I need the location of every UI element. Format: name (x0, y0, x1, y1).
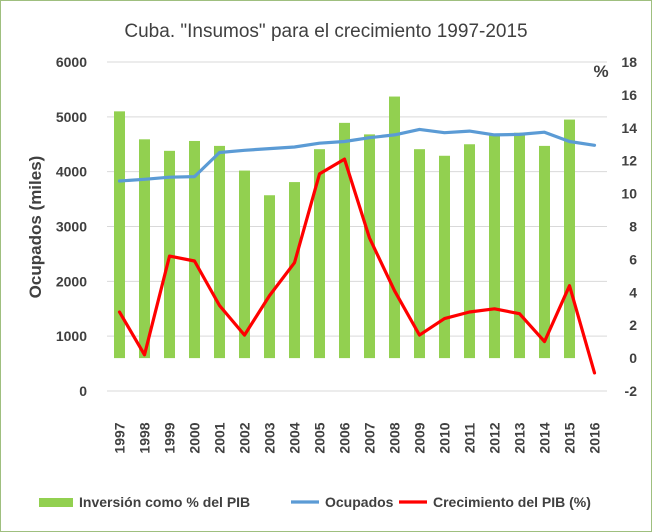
bar-2009 (414, 149, 425, 359)
x-tick-label: 1998 (137, 422, 153, 453)
right-axis-ticks: -2 0 2 4 6 8 10 12 14 16 18 (621, 54, 637, 399)
left-axis-ticks: 0 1000 2000 3000 4000 5000 6000 (56, 54, 87, 399)
x-tick-label: 2016 (587, 422, 603, 453)
bar-2001 (214, 145, 225, 359)
right-tick-label: 4 (629, 284, 637, 300)
left-tick-label: 3000 (56, 219, 87, 235)
bar-series (114, 96, 575, 359)
left-tick-label: 6000 (56, 54, 87, 70)
left-tick-label: 4000 (56, 164, 87, 180)
bar-2014 (539, 145, 550, 359)
x-tick-label: 1999 (162, 422, 178, 453)
right-tick-label: -2 (625, 383, 638, 399)
line-crecimiento (117, 157, 597, 375)
line-ocupados (117, 127, 597, 183)
left-tick-label: 2000 (56, 273, 87, 289)
x-tick-label: 2014 (537, 422, 553, 453)
right-tick-label: 12 (621, 153, 637, 169)
x-tick-label: 2006 (337, 422, 353, 453)
bar-2013 (514, 132, 525, 359)
x-tick-label: 2005 (312, 422, 328, 453)
bar-2012 (489, 134, 500, 359)
legend-label: Inversión como % del PIB (79, 494, 250, 510)
line-series (117, 127, 597, 375)
bar-1998 (139, 139, 150, 359)
right-axis-title: % (593, 62, 608, 81)
bar-1999 (164, 150, 175, 359)
bar-2000 (189, 140, 200, 359)
x-tick-label: 2010 (437, 422, 453, 453)
x-tick-label: 2012 (487, 422, 503, 453)
bar-2008 (389, 96, 400, 359)
bar-2007 (364, 134, 375, 359)
right-tick-label: 8 (629, 219, 637, 235)
x-axis-ticks: 1997 1998 1999 2000 2001 2002 2003 2004 2005 2006… (112, 422, 603, 453)
x-tick-label: 2003 (262, 422, 278, 453)
bar-2011 (464, 144, 475, 359)
bar-2003 (264, 195, 275, 359)
right-tick-label: 10 (621, 186, 637, 202)
x-tick-label: 1997 (112, 422, 128, 453)
legend-swatch-bar (39, 498, 73, 507)
bar-2010 (439, 155, 450, 359)
x-tick-label: 2000 (187, 422, 203, 453)
x-tick-label: 2015 (562, 422, 578, 453)
x-tick-label: 2007 (362, 422, 378, 453)
x-tick-label: 2011 (462, 423, 478, 454)
bar-2004 (289, 182, 300, 359)
bar-2005 (314, 149, 325, 359)
left-tick-label: 1000 (56, 328, 87, 344)
bar-2002 (239, 170, 250, 359)
legend: Inversión como % del PIB Ocupados Crecimie… (39, 494, 591, 510)
left-axis-title: Ocupados (miles) (26, 156, 45, 299)
x-tick-label: 2013 (512, 422, 528, 453)
right-tick-label: 14 (621, 120, 637, 136)
gridlines (107, 61, 607, 392)
right-tick-label: 0 (629, 350, 637, 366)
x-tick-label: 2009 (412, 422, 428, 453)
right-tick-label: 6 (629, 251, 637, 267)
bar-2015 (564, 119, 575, 359)
legend-label: Ocupados (325, 494, 394, 510)
bar-1997 (114, 111, 125, 359)
legend-label: Crecimiento del PIB (%) (433, 494, 591, 510)
right-tick-label: 18 (621, 54, 637, 70)
x-tick-label: 2002 (237, 422, 253, 453)
x-tick-label: 2004 (287, 422, 303, 453)
x-tick-label: 2001 (212, 422, 228, 453)
left-tick-label: 0 (79, 383, 87, 399)
x-tick-label: 2008 (387, 422, 403, 453)
right-tick-label: 16 (621, 87, 637, 103)
right-tick-label: 2 (629, 317, 637, 333)
left-tick-label: 5000 (56, 109, 87, 125)
bar-2006 (339, 122, 350, 359)
chart-title: Cuba. "Insumos" para el crecimiento 1997… (124, 21, 527, 42)
